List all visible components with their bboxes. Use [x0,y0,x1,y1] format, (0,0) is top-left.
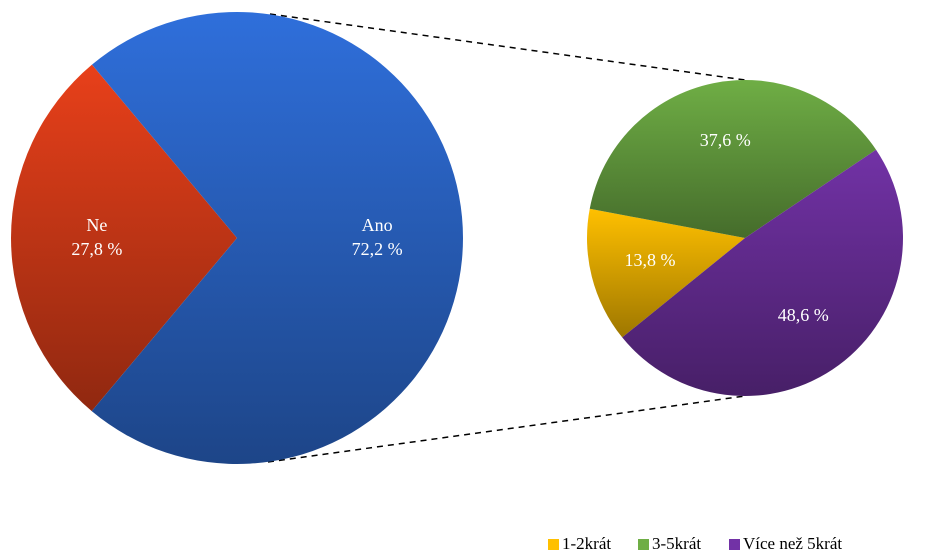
connector [267,395,746,463]
slice-category: Ne [86,215,107,235]
pie-slice [11,64,237,412]
slice-label: 37,6 % [700,130,751,150]
legend-label: 1-2krát [562,534,611,553]
pie-slice [91,11,464,464]
legend-label: 3-5krát [652,534,701,553]
pie-slice [622,149,903,396]
pie-slice [589,80,877,239]
slice-label: 27,8 % [71,239,122,259]
connector [269,13,746,81]
legend-swatch [638,539,649,550]
legend-swatch [729,539,740,550]
slice-category: Ano [362,215,393,235]
slice-label: 72,2 % [352,239,403,259]
slice-label: 13,8 % [625,250,676,270]
legend-swatch [548,539,559,550]
slice-label: 48,6 % [778,305,829,325]
legend-label: Více než 5krát [743,534,842,553]
pie-slice [587,208,745,338]
